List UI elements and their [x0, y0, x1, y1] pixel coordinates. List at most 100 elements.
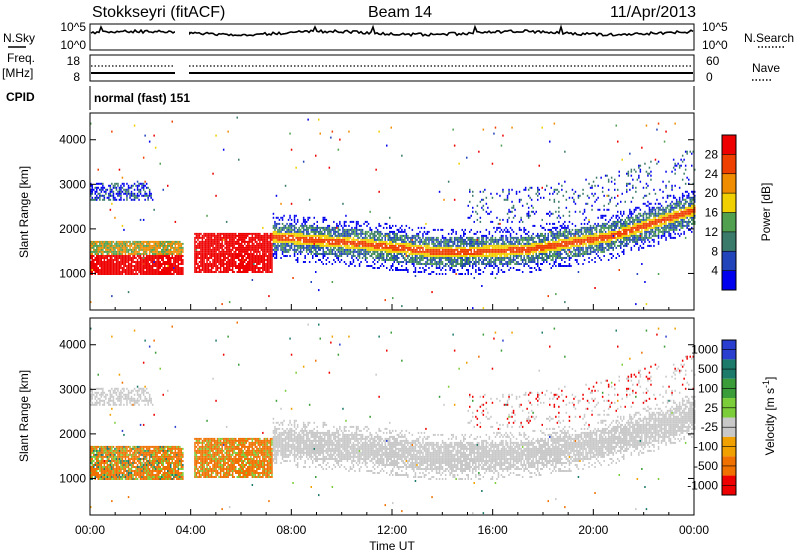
power-cell — [315, 261, 317, 263]
power-cell — [165, 250, 167, 253]
power-cell — [259, 255, 261, 257]
power-cell — [416, 255, 418, 257]
power-cell — [215, 238, 217, 241]
power-cell — [165, 248, 167, 251]
power-cell — [555, 226, 557, 229]
power-cell — [241, 271, 243, 273]
power-cell — [315, 242, 317, 245]
power-cell — [370, 244, 373, 247]
power-cell — [552, 236, 554, 239]
power-cell — [392, 250, 394, 253]
power-cell — [399, 269, 402, 271]
power-cell — [284, 236, 287, 239]
power-cell — [227, 267, 229, 269]
power-cell — [499, 248, 501, 251]
power-cell — [494, 261, 497, 263]
power-cell — [209, 265, 211, 267]
power-cell — [405, 261, 408, 263]
power-cell — [105, 192, 107, 195]
power-cell — [488, 255, 491, 257]
power-cell — [358, 242, 361, 245]
power-cell — [494, 259, 497, 261]
power-cell — [174, 259, 177, 261]
power-cell — [491, 255, 494, 257]
power-cell — [315, 244, 317, 247]
power-cell — [411, 248, 414, 251]
power-cell — [207, 244, 210, 247]
power-cell — [284, 255, 287, 257]
power-cell — [473, 232, 475, 235]
power-cell — [241, 236, 243, 239]
power-cell — [435, 250, 438, 253]
power-cell — [395, 259, 397, 261]
power-cell — [402, 246, 405, 249]
power-cell — [219, 269, 222, 271]
power-cell — [194, 259, 196, 261]
power-cell — [346, 242, 349, 245]
power-cell — [334, 250, 337, 253]
power-cell — [221, 255, 223, 257]
power-cell — [123, 261, 125, 263]
power-cell — [97, 244, 99, 247]
power-cell — [375, 230, 377, 233]
power-cell — [308, 240, 311, 243]
power-cell — [121, 176, 124, 179]
power-cell — [254, 255, 257, 257]
station-title: Stokkseyri (fitACF) — [92, 4, 225, 21]
power-cell — [467, 253, 469, 255]
power-cell — [349, 242, 352, 245]
power-cell — [277, 242, 279, 245]
power-cell — [93, 269, 95, 271]
power-cell — [216, 255, 219, 257]
power-cell — [165, 269, 167, 271]
power-cell — [447, 261, 450, 263]
power-cell — [275, 246, 278, 249]
power-cell — [429, 257, 432, 259]
power-cell — [136, 188, 139, 191]
power-cell — [541, 263, 543, 265]
power-cell — [479, 240, 482, 243]
power-cell — [102, 198, 104, 201]
power-cell — [275, 230, 278, 233]
power-cell — [416, 232, 418, 235]
power-cell — [284, 242, 287, 245]
power-cell — [177, 265, 180, 267]
power-cell — [547, 248, 549, 251]
power-cell — [337, 257, 340, 259]
power-cell — [453, 250, 456, 253]
power-cell — [265, 255, 267, 257]
power-cell — [198, 234, 201, 237]
power-cell — [91, 242, 93, 245]
power-cell — [485, 263, 488, 265]
power-cell — [151, 257, 154, 259]
power-cell — [453, 198, 456, 201]
power-cell — [266, 269, 269, 271]
power-cell — [452, 263, 454, 265]
power-cell — [464, 273, 466, 275]
power-cell — [130, 250, 133, 253]
power-cell — [262, 244, 264, 247]
power-cell — [254, 271, 257, 273]
power-cell — [327, 238, 329, 241]
power-cell — [555, 246, 557, 249]
power-cell — [91, 246, 93, 249]
power-cell — [162, 244, 164, 247]
power-cell — [358, 263, 361, 265]
power-cell — [290, 244, 293, 247]
power-cell — [253, 242, 255, 245]
power-cell — [472, 307, 474, 310]
power-cell — [91, 240, 93, 243]
power-cell — [301, 250, 303, 253]
power-cell — [212, 242, 214, 245]
power-cell — [121, 244, 124, 247]
power-cell — [114, 198, 116, 201]
power-cell — [494, 230, 497, 233]
power-cell — [154, 255, 157, 257]
power-cell — [393, 230, 395, 233]
power-cell — [295, 214, 297, 217]
power-cell — [466, 257, 468, 259]
power-cell — [233, 259, 235, 261]
power-cell — [485, 242, 488, 245]
power-cell — [502, 248, 504, 251]
